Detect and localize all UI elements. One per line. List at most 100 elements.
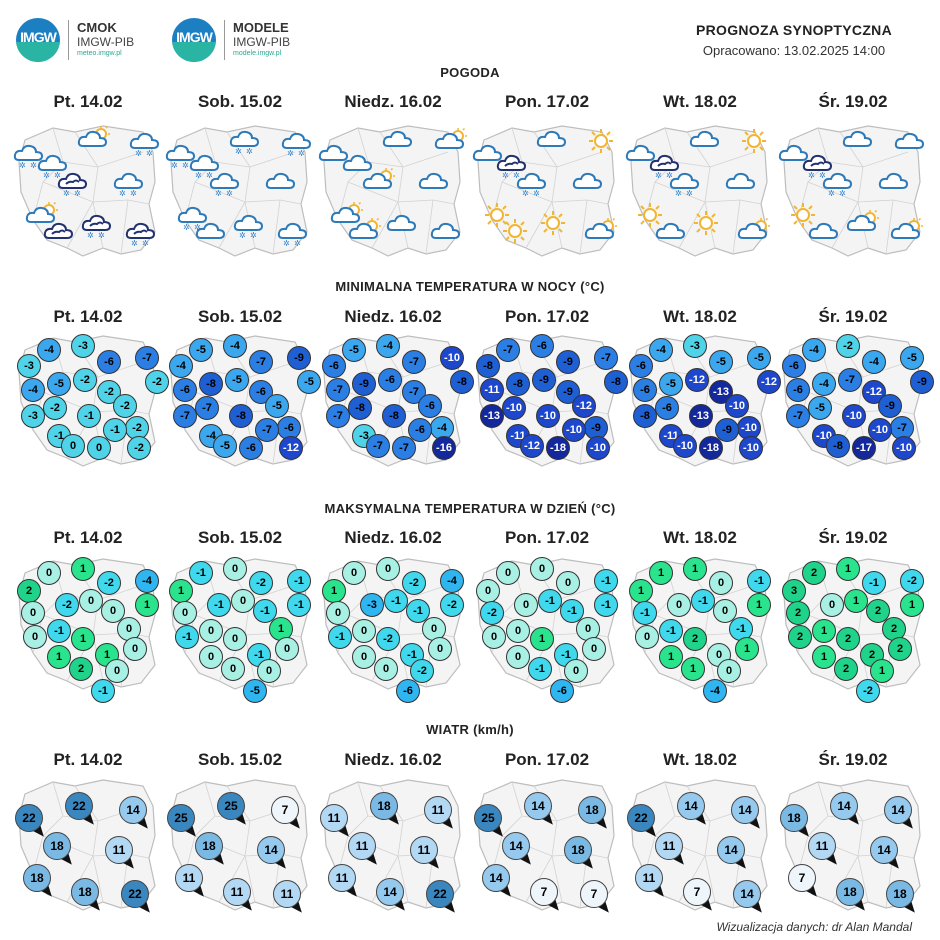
cloud-snow-icon: ✲ ✲ [189,150,223,181]
weather-map-panel[interactable] [318,122,468,262]
cloud-icon [808,218,842,249]
tmin-value: -4 [169,354,193,378]
tmax-value: 0 [352,619,376,643]
weather-map-panel[interactable]: ✲ ✲ ✲ ✲ [472,122,622,262]
tmax-value: 0 [476,579,500,603]
tmax-value: 1 [169,579,193,603]
tmax-map-panel[interactable]: 1 1 1 0 -1 1 -1 0 -1 0 -1 0 -1 2 1 0 1 1 -4 0 [625,555,775,703]
tmax-value: 0 [221,657,245,681]
tmin-value: -9 [352,372,376,396]
wind-map-panel[interactable]: 11 18 11 11 11 11 14 22 [318,776,468,916]
cloud-snow-icon: ✲ ✲ [165,140,199,171]
tmin-value: -9 [532,368,556,392]
tmax-value: 0 [556,571,580,595]
wind-speed-value: 14 [717,836,745,864]
day-label: Pon. 17.02 [504,307,590,326]
weather-map-panel[interactable]: ✲ ✲ ✲ ✲ [778,122,928,262]
tmax-value: 0 [231,589,255,613]
cloud-dark-snow-icon: ✲ ✲ [57,168,91,199]
tmax-value: 0 [275,637,299,661]
tmax-value: -1 [594,569,618,593]
cloud-icon [572,168,606,199]
sun-icon [637,202,663,231]
cloud-snow-icon: ✲ ✲ [277,218,311,249]
tmin-map-panel[interactable]: -4 -3 -3 -6 -7 -2 -4 -5 -2 -3 -2 -2 -2 -1 -2 -1 -1 0 0 -2 [13,332,169,472]
tmin-map-panel[interactable]: -5 -4 -6 -7 -10 -8 -7 -9 -6 -7 -8 -7 -6 -8 -4 -6 -3 -7 -7-… [318,332,474,472]
tmax-value: -2 [480,601,504,625]
tmax-map-panel[interactable]: -1 0 1 -2 -1 -1 0 -1 0 -1 0 -1 1 0 0 -1 0 0 -5 0 [165,555,315,703]
tmax-value: -2 [97,571,121,595]
sun-cloud-icon [846,209,880,241]
tmin-value: 0 [61,434,85,458]
tmax-value: 2 [683,627,707,651]
tmax-value: 2 [786,601,810,625]
weather-map-panel[interactable]: ✲ ✲ ✲ ✲ ✲ ✲ ✲ ✲ ✲ ✲ ✲ ✲ ✲ ✲ ✲ ✲ [165,122,315,262]
tmin-value: -10 [739,436,763,460]
svg-text:✲: ✲ [87,231,94,238]
tmax-value: -2 [402,571,426,595]
tmax-map-panel[interactable]: 0 1 2 -2 -4 1 0 -2 0 0 -1 0 0 1 0 1 1 2 -1 0 [13,555,163,703]
svg-text:✲: ✲ [819,171,826,178]
wind-map-panel[interactable]: 22 22 14 18 11 18 18 22 [13,776,163,916]
wind-map-panel[interactable]: 22 14 14 11 14 11 7 14 [625,776,775,916]
tmin-map-panel[interactable]: -4 -2 -6 -4 -5 -9 -6 -4 -7 -7 -5 -12 -9 -10 -7 -10 -10 -8… [778,332,934,472]
tmin-value: -3 [17,354,41,378]
logo-modele[interactable]: IMGW MODELE IMGW-PIB modele.imgw.pl [172,18,290,62]
wind-speed-value: 14 [677,792,705,820]
tmin-value: -4 [802,338,826,362]
tmin-value: -13 [689,404,713,428]
tmin-map-panel[interactable]: -4 -3 -6 -5 -5 -12 -6 -5 -12 -8 -6 -13 -10 -13 -10 -9 -1… [625,332,781,472]
tmax-value: -1 [659,619,683,643]
wind-map-panel[interactable]: 25 14 18 14 18 14 7 7 [472,776,622,916]
section-title-wind: WIATR (km/h) [426,722,514,737]
tmax-value: -4 [703,679,727,703]
svg-text:✲: ✲ [183,223,190,230]
svg-text:✲: ✲ [828,189,835,196]
cloud-snow-icon: ✲ ✲ [669,168,703,199]
tmax-map-panel[interactable]: 0 0 1 -2 -4 -2 0 -3 -1 -1 0 -1 0 -2 0 -1 0 0 -6 -2 [318,555,468,703]
wind-speed-value: 18 [370,792,398,820]
tmax-value: 2 [866,599,890,623]
tmin-value: -4 [649,338,673,362]
logo-cmok[interactable]: IMGW CMOK IMGW-PIB meteo.imgw.pl [16,18,134,62]
wind-speed-value: 11 [410,836,438,864]
wind-speed-value: 18 [836,878,864,906]
section-title-tmin: MINIMALNA TEMPERATURA W NOCY (°C) [335,279,605,294]
logo-title: MODELE [233,20,289,35]
svg-text:✲: ✲ [250,231,257,238]
tmax-value: -1 [207,593,231,617]
cloud-icon [382,126,416,157]
credit-text: Wizualizacja danych: dr Alan Mandal [716,920,912,934]
tmin-value: -12 [757,370,781,394]
svg-text:✲: ✲ [226,189,233,196]
wind-speed-value: 11 [808,832,836,860]
logo-divider [68,20,69,60]
svg-text:✲: ✲ [686,189,693,196]
tmin-value: -6 [633,378,657,402]
wind-map-panel[interactable]: 25 25 7 18 14 11 11 11 [165,776,315,916]
tmax-value: 0 [514,593,538,617]
tmax-value: 0 [37,561,61,585]
cloud-icon [625,140,659,171]
tmin-map-panel[interactable]: -5 -4 -4 -7 -9 -5 -6 -8 -5 -7 -7 -6 -5 -8 -6 -7 -4 -5 -6 -1… [165,332,321,472]
tmax-map-panel[interactable]: 0 0 0 0 -1 -1 -2 0 -1 0 0 -1 0 1 0 -1 0 -1 -6 0 [472,555,622,703]
svg-text:✲: ✲ [502,171,509,178]
wind-speed-value: 22 [15,804,43,832]
tmax-value: 0 [374,657,398,681]
tmax-map-panel[interactable]: 2 1 3 -1 -2 1 2 0 1 2 1 2 2 2 2 2 1 2 -2 1 [778,555,928,703]
tmax-value: -1 [175,625,199,649]
tmax-value: 1 [322,579,346,603]
tmin-value: -13 [480,404,504,428]
wind-speed-value: 7 [580,880,608,908]
svg-text:✲: ✲ [839,189,846,196]
tmin-map-panel[interactable]: -7 -6 -8 -9 -7 -8 -11 -8 -9 -13 -10 -9 -12 -10 -9 -10 -1… [472,332,628,472]
tmin-value: -10 [440,346,464,370]
svg-text:✲: ✲ [30,161,37,168]
weather-map-panel[interactable]: ✲ ✲ ✲ ✲ ✲ ✲ ✲ ✲ ✲ ✲ ✲ ✲ ✲ ✲ [13,122,163,262]
weather-map-panel[interactable]: ✲ ✲ ✲ ✲ [625,122,775,262]
wind-speed-value: 18 [43,832,71,860]
cloud-icon [418,168,452,199]
tmin-value: -8 [826,434,850,458]
tmax-value: 0 [223,557,247,581]
wind-map-panel[interactable]: 18 14 14 11 14 7 18 18 [778,776,928,916]
